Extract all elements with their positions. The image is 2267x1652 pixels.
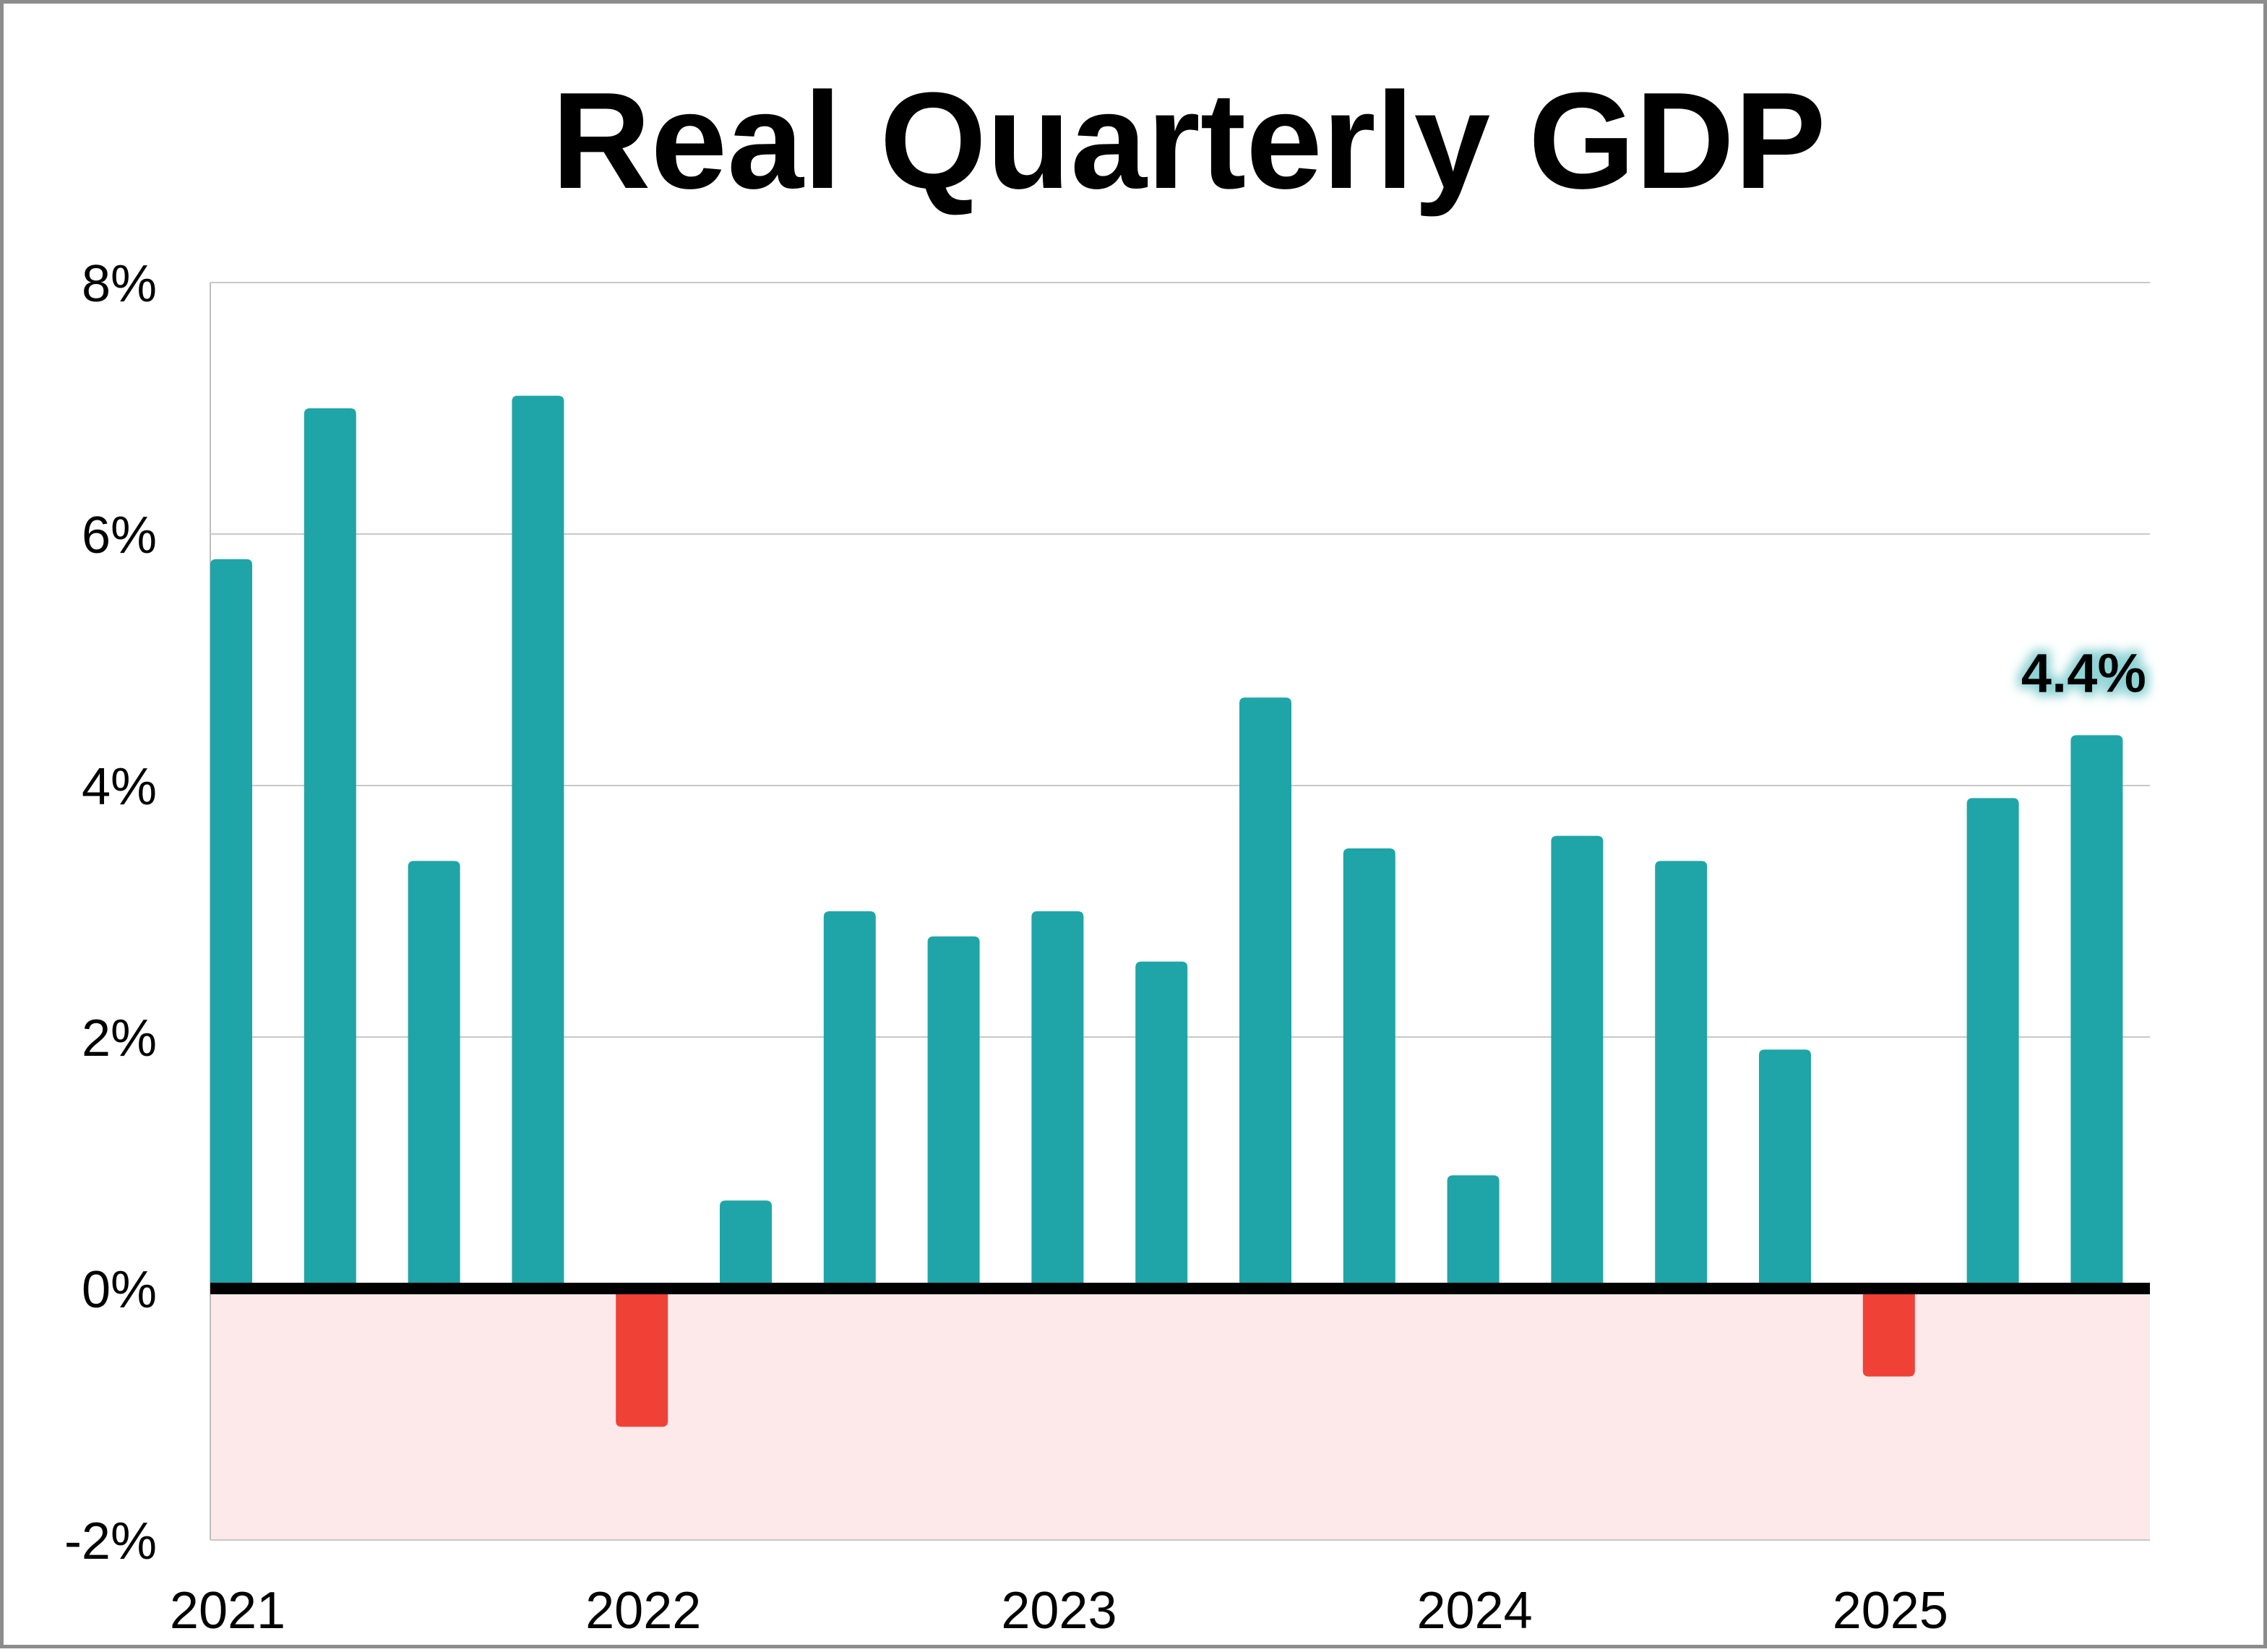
y-tick-label: 2% — [82, 1010, 157, 1067]
bar-2022-q1 — [616, 1289, 668, 1427]
bar-2023-q1 — [1031, 911, 1084, 1289]
bar-2021-q4 — [512, 395, 564, 1289]
bar-2023-q2 — [1135, 961, 1188, 1289]
bar-2025-q1 — [1862, 1289, 1915, 1377]
y-tick-label: 4% — [82, 758, 157, 816]
y-tick-label: -2% — [64, 1513, 157, 1570]
bar-2024-q2 — [1551, 835, 1604, 1289]
x-tick-label: 2023 — [1001, 1582, 1117, 1640]
y-tick-label: 8% — [82, 255, 157, 313]
bar-2022-q2 — [720, 1200, 772, 1289]
bar-2023-q3 — [1239, 697, 1291, 1289]
bar-2021-q1 — [210, 559, 252, 1289]
x-tick-label: 2025 — [1833, 1582, 1948, 1640]
bar-2022-q3 — [823, 911, 876, 1289]
bar-2023-q4 — [1343, 848, 1395, 1289]
bar-2024-q4 — [1759, 1049, 1811, 1289]
bar-2021-q2 — [304, 408, 356, 1289]
bar-2024-q1 — [1447, 1175, 1500, 1289]
y-tick-label: 0% — [82, 1261, 157, 1319]
bar-2022-q4 — [927, 936, 980, 1289]
y-tick-label: 6% — [82, 507, 157, 564]
bar-2024-q3 — [1655, 861, 1708, 1289]
negative-region — [210, 1289, 2150, 1540]
gdp-bar-chart: Real Quarterly GDP -2% 0% 2% 4% 6% 8% 2021 202… — [64, 64, 2150, 1640]
chart-title: Real Quarterly GDP — [551, 64, 1825, 218]
x-tick-label: 2021 — [170, 1582, 285, 1640]
x-tick-label: 2022 — [585, 1582, 701, 1640]
annotation-label: 4.4% — [2021, 642, 2146, 704]
bar-2021-q3 — [408, 861, 460, 1289]
x-tick-label: 2024 — [1417, 1582, 1533, 1640]
bar-2025-q3 — [2070, 735, 2123, 1289]
bar-2025-q2 — [1966, 798, 2019, 1289]
